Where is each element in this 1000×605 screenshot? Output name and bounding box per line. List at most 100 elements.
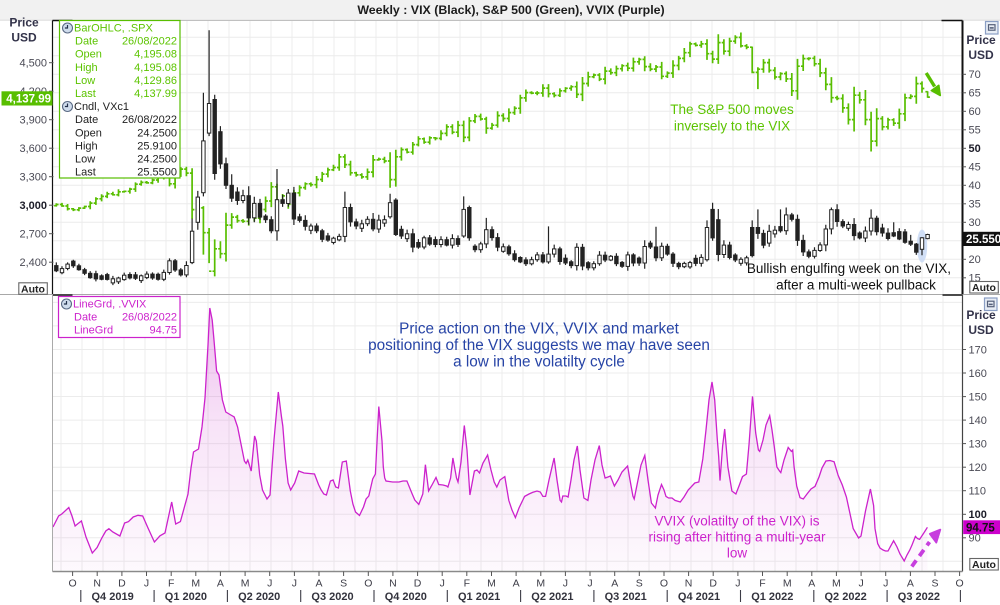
svg-text:Price action on the VIX, VVIX: Price action on the VIX, VVIX and market bbox=[399, 321, 679, 338]
svg-text:Price: Price bbox=[966, 33, 996, 47]
svg-text:Q4 2019: Q4 2019 bbox=[91, 591, 133, 603]
svg-text:Q2 2022: Q2 2022 bbox=[824, 591, 866, 603]
svg-text:Q3 2021: Q3 2021 bbox=[605, 591, 647, 603]
svg-text:BarOHLC, .SPX: BarOHLC, .SPX bbox=[74, 23, 154, 35]
svg-text:rising after hitting a multi-y: rising after hitting a multi-year bbox=[648, 530, 826, 545]
svg-text:High: High bbox=[75, 140, 98, 152]
svg-text:after a multi-week pullback: after a multi-week pullback bbox=[776, 277, 936, 292]
svg-text:94.75: 94.75 bbox=[149, 325, 177, 337]
svg-text:110: 110 bbox=[969, 486, 987, 498]
svg-text:A: A bbox=[907, 578, 914, 590]
svg-text:J: J bbox=[292, 578, 297, 590]
svg-text:100: 100 bbox=[969, 509, 987, 521]
svg-text:Bullish engulfing week on the: Bullish engulfing week on the VIX, bbox=[747, 261, 951, 276]
svg-text:Auto: Auto bbox=[972, 282, 996, 294]
svg-text:J: J bbox=[587, 578, 592, 590]
svg-text:High: High bbox=[75, 62, 98, 74]
svg-text:M: M bbox=[832, 578, 841, 590]
svg-text:Q1 2020: Q1 2020 bbox=[165, 591, 207, 603]
svg-text:4,137.99: 4,137.99 bbox=[6, 94, 51, 106]
svg-text:J: J bbox=[144, 578, 149, 590]
svg-text:Low: Low bbox=[75, 154, 95, 166]
svg-text:Q3 2020: Q3 2020 bbox=[311, 591, 353, 603]
svg-text:4,137.99: 4,137.99 bbox=[134, 88, 177, 100]
svg-text:Cndl, VXc1: Cndl, VXc1 bbox=[74, 101, 129, 113]
svg-text:LineGrd, .VVIX: LineGrd, .VVIX bbox=[73, 299, 147, 311]
svg-text:F: F bbox=[168, 578, 174, 590]
svg-text:3,900: 3,900 bbox=[19, 115, 47, 127]
svg-text:A: A bbox=[513, 578, 520, 590]
svg-text:4,195.08: 4,195.08 bbox=[134, 62, 177, 74]
svg-text:25.550: 25.550 bbox=[966, 234, 1000, 246]
svg-text:20: 20 bbox=[969, 254, 981, 266]
svg-text:O: O bbox=[956, 578, 964, 590]
svg-text:F: F bbox=[464, 578, 470, 590]
svg-text:4,500: 4,500 bbox=[19, 58, 47, 70]
svg-text:90: 90 bbox=[969, 533, 981, 545]
svg-text:Q4 2020: Q4 2020 bbox=[385, 591, 427, 603]
svg-text:4,129.86: 4,129.86 bbox=[134, 75, 177, 87]
svg-text:positioning of the VIX suggest: positioning of the VIX suggests we may h… bbox=[368, 337, 710, 354]
svg-text:140: 140 bbox=[969, 415, 987, 427]
svg-text:D: D bbox=[709, 578, 717, 590]
svg-text:2,700: 2,700 bbox=[19, 229, 47, 241]
svg-text:O: O bbox=[69, 578, 77, 590]
svg-text:M: M bbox=[241, 578, 250, 590]
svg-text:A: A bbox=[611, 578, 618, 590]
svg-text:inversely to the VIX: inversely to the VIX bbox=[674, 119, 790, 134]
svg-text:Open: Open bbox=[75, 49, 102, 61]
svg-text:160: 160 bbox=[969, 368, 987, 380]
svg-text:N: N bbox=[93, 578, 101, 590]
svg-text:S: S bbox=[636, 578, 643, 590]
svg-text:Date: Date bbox=[75, 36, 98, 48]
svg-text:M: M bbox=[487, 578, 496, 590]
svg-text:USD: USD bbox=[11, 31, 37, 45]
svg-text:S: S bbox=[340, 578, 347, 590]
svg-text:J: J bbox=[440, 578, 445, 590]
svg-text:2,400: 2,400 bbox=[19, 257, 47, 269]
svg-text:USD: USD bbox=[968, 48, 994, 62]
svg-text:Price: Price bbox=[966, 308, 996, 322]
svg-text:J: J bbox=[267, 578, 272, 590]
svg-text:D: D bbox=[414, 578, 422, 590]
svg-text:Date: Date bbox=[74, 312, 97, 324]
svg-text:25.9100: 25.9100 bbox=[137, 140, 177, 152]
svg-text:55: 55 bbox=[969, 125, 981, 137]
svg-text:Open: Open bbox=[75, 127, 102, 139]
svg-text:3,000: 3,000 bbox=[19, 200, 47, 212]
svg-text:N: N bbox=[389, 578, 397, 590]
svg-text:Low: Low bbox=[75, 75, 95, 87]
svg-text:O: O bbox=[364, 578, 372, 590]
svg-text:120: 120 bbox=[969, 462, 987, 474]
svg-text:The S&P 500 moves: The S&P 500 moves bbox=[670, 102, 794, 117]
svg-text:Last: Last bbox=[75, 167, 96, 179]
svg-text:30: 30 bbox=[969, 217, 981, 229]
svg-text:USD: USD bbox=[968, 323, 994, 337]
svg-text:35: 35 bbox=[969, 199, 981, 211]
svg-text:O: O bbox=[660, 578, 668, 590]
svg-text:3,600: 3,600 bbox=[19, 143, 47, 155]
svg-text:94.75: 94.75 bbox=[966, 522, 995, 534]
svg-text:25.5500: 25.5500 bbox=[137, 167, 177, 179]
svg-text:M: M bbox=[191, 578, 200, 590]
svg-text:A: A bbox=[315, 578, 322, 590]
svg-text:N: N bbox=[685, 578, 693, 590]
svg-text:Price: Price bbox=[9, 16, 39, 30]
svg-text:60: 60 bbox=[969, 106, 981, 118]
svg-text:D: D bbox=[118, 578, 126, 590]
svg-text:Date: Date bbox=[75, 114, 98, 126]
svg-text:J: J bbox=[858, 578, 863, 590]
svg-text:LineGrd: LineGrd bbox=[74, 325, 113, 337]
svg-text:45: 45 bbox=[969, 162, 981, 174]
svg-text:65: 65 bbox=[969, 88, 981, 100]
svg-text:a low in the volatilty cycle: a low in the volatilty cycle bbox=[453, 354, 625, 371]
svg-text:40: 40 bbox=[969, 180, 981, 192]
svg-text:70: 70 bbox=[969, 69, 981, 81]
svg-text:170: 170 bbox=[969, 344, 987, 356]
svg-text:4,195.08: 4,195.08 bbox=[134, 49, 177, 61]
svg-text:3,300: 3,300 bbox=[19, 172, 47, 184]
svg-text:Q4 2021: Q4 2021 bbox=[678, 591, 720, 603]
svg-text:Q1 2022: Q1 2022 bbox=[751, 591, 793, 603]
svg-text:S: S bbox=[931, 578, 938, 590]
svg-text:130: 130 bbox=[969, 438, 987, 450]
